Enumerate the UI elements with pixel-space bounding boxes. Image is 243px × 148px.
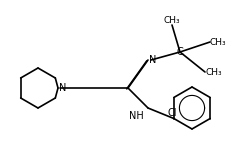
Text: N: N	[59, 83, 66, 93]
Text: CH₃: CH₃	[210, 37, 227, 46]
Text: CH₃: CH₃	[205, 67, 222, 77]
Text: CH₃: CH₃	[164, 16, 180, 25]
Text: Cl: Cl	[167, 107, 177, 118]
Text: NH: NH	[129, 111, 144, 121]
Text: C: C	[177, 47, 183, 57]
Text: N: N	[149, 55, 156, 65]
